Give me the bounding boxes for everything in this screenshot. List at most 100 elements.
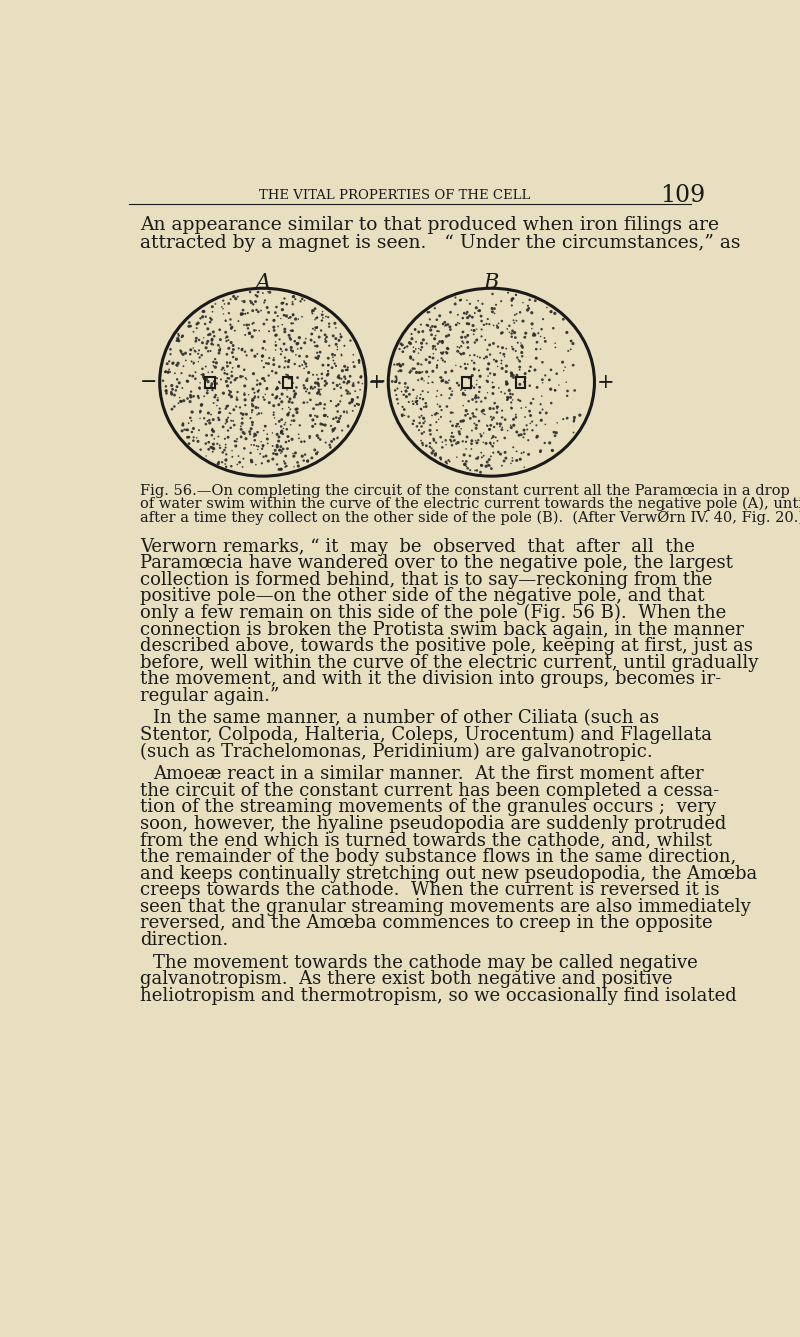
Point (249, 291, 262, 313)
Text: −: − (369, 373, 386, 392)
Point (218, 360, 231, 381)
Point (411, 385, 424, 406)
Point (262, 281, 274, 302)
Point (425, 324, 438, 345)
Point (451, 341, 464, 362)
Point (485, 433, 498, 455)
Point (197, 301, 210, 322)
Point (450, 433, 462, 455)
Point (274, 337, 286, 358)
Point (237, 366, 250, 388)
Point (309, 309, 322, 330)
Point (173, 330, 186, 352)
Point (262, 451, 274, 472)
Point (410, 338, 422, 360)
Point (281, 386, 294, 408)
Point (286, 305, 299, 326)
Point (403, 332, 416, 353)
Point (347, 373, 360, 394)
Point (454, 356, 467, 377)
Point (334, 405, 347, 427)
Point (566, 333, 579, 354)
Point (278, 451, 290, 472)
Point (213, 401, 226, 422)
Point (395, 381, 408, 402)
Point (183, 312, 196, 333)
Point (510, 404, 522, 425)
Point (294, 337, 307, 358)
Point (469, 332, 482, 353)
Point (517, 291, 530, 313)
Point (209, 357, 222, 378)
Point (269, 440, 282, 461)
Point (475, 443, 488, 464)
Point (447, 427, 460, 448)
Point (482, 358, 494, 380)
Point (558, 357, 571, 378)
Point (568, 406, 581, 428)
Point (461, 301, 474, 322)
Point (466, 314, 479, 336)
Point (487, 314, 500, 336)
Point (274, 308, 287, 329)
Point (282, 365, 294, 386)
Point (394, 354, 406, 376)
Point (420, 435, 433, 456)
Point (467, 405, 480, 427)
Point (286, 320, 299, 341)
Point (206, 330, 218, 352)
Point (260, 445, 273, 467)
Point (524, 356, 537, 377)
Point (440, 372, 453, 393)
Point (238, 384, 251, 405)
Point (206, 373, 218, 394)
Point (177, 356, 190, 377)
Point (465, 320, 478, 341)
Point (331, 338, 344, 360)
Point (474, 455, 487, 476)
Point (437, 341, 450, 362)
Point (282, 325, 295, 346)
Point (490, 294, 502, 316)
Text: +: + (368, 373, 386, 392)
Point (486, 283, 499, 305)
Point (196, 306, 209, 328)
Point (459, 384, 472, 405)
Point (428, 328, 441, 349)
Point (474, 305, 487, 326)
Point (298, 350, 310, 372)
Point (515, 397, 528, 418)
Point (561, 385, 574, 406)
Point (257, 386, 270, 408)
Point (536, 352, 549, 373)
Point (487, 406, 500, 428)
Point (415, 354, 428, 376)
Point (459, 358, 472, 380)
Point (246, 414, 258, 436)
Point (462, 325, 474, 346)
Point (530, 427, 543, 448)
Point (468, 320, 481, 341)
Point (417, 389, 430, 410)
Point (406, 358, 419, 380)
Point (301, 378, 314, 400)
Point (253, 402, 266, 424)
Point (235, 340, 248, 361)
Point (226, 365, 238, 386)
Point (455, 344, 468, 365)
Text: reversed, and the Amœba commences to creep in the opposite: reversed, and the Amœba commences to cre… (140, 915, 713, 932)
Point (283, 328, 296, 349)
Point (224, 402, 237, 424)
Point (296, 445, 309, 467)
Point (296, 306, 309, 328)
Point (322, 306, 334, 328)
Bar (206, 377, 214, 388)
Point (416, 381, 429, 402)
Point (250, 397, 262, 418)
Point (194, 408, 206, 429)
Point (386, 370, 398, 392)
Point (248, 382, 261, 404)
Text: seen that the granular streaming movements are also immediately: seen that the granular streaming movemen… (140, 897, 751, 916)
Point (258, 357, 270, 378)
Point (222, 368, 234, 389)
